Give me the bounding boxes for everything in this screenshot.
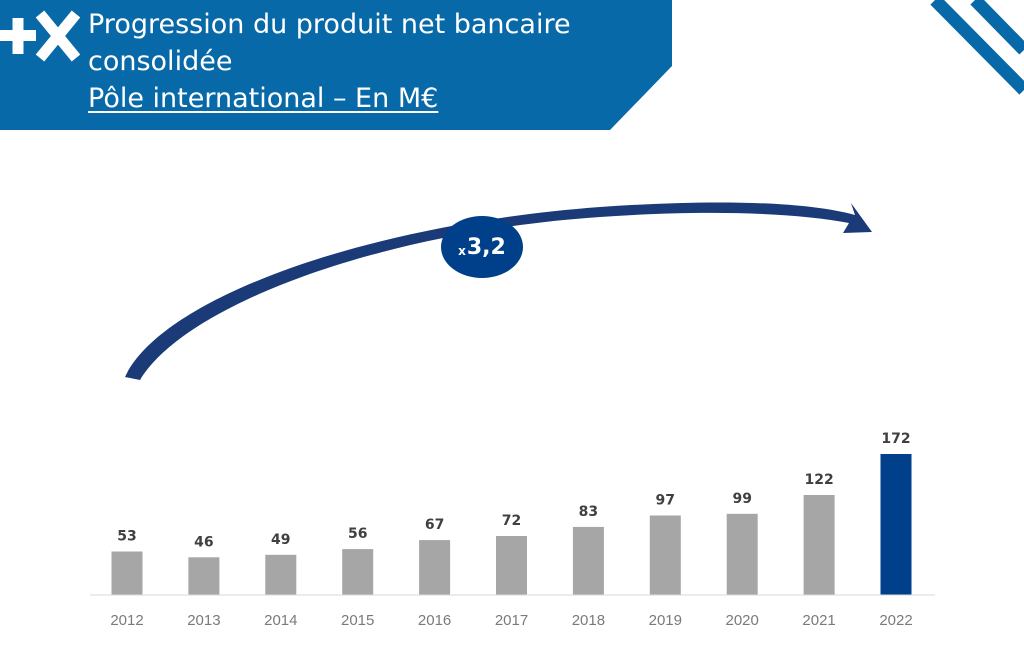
x-tick-2018: 2018 [572, 612, 605, 629]
plus-x-logo-icon [0, 10, 80, 62]
bar-2021 [803, 495, 835, 595]
multiplier-value: 3,2 [466, 234, 506, 260]
data-label-2020: 99 [732, 491, 751, 507]
x-tick-2022: 2022 [879, 612, 912, 629]
bar-2014 [265, 554, 297, 595]
bar-2018 [572, 526, 604, 595]
decor-stripe-2 [970, 0, 1024, 55]
bar-2015 [342, 549, 374, 595]
bar-2022 [880, 454, 912, 595]
data-label-2021: 122 [804, 472, 833, 488]
bar-2020 [726, 513, 758, 595]
x-tick-labels: 2012 2013 2014 2015 2016 2017 2018 2019 2020 2021… [110, 612, 912, 629]
x-tick-2019: 2019 [649, 612, 682, 629]
data-label-2013: 46 [194, 534, 213, 550]
header-text-block: Progression du produit net bancaire cons… [88, 6, 571, 117]
multiplier-prefix: x [458, 244, 466, 258]
x-tick-2015: 2015 [341, 612, 374, 629]
data-label-2022: 172 [881, 431, 910, 447]
x-tick-2021: 2021 [802, 612, 835, 629]
header-banner [0, 0, 1024, 130]
page-subtitle: Pôle international – En M€ [88, 83, 439, 114]
decor-stripe-1 [930, 0, 1024, 95]
multiplier-circle [441, 216, 523, 278]
data-label-2018: 83 [579, 504, 598, 520]
data-label-2015: 56 [348, 526, 367, 542]
data-labels: 53 46 49 56 67 72 83 97 99 122 172 [117, 431, 910, 550]
bar-2017 [496, 536, 527, 595]
data-label-2014: 49 [271, 532, 290, 548]
bar-2013 [188, 557, 220, 595]
bars-group [111, 454, 912, 595]
data-label-2016: 67 [425, 517, 444, 533]
x-tick-2016: 2016 [418, 612, 451, 629]
page-title-line-2: consolidée [88, 46, 233, 77]
bar-2019 [649, 515, 681, 595]
data-label-2012: 53 [117, 529, 136, 545]
x-tick-2013: 2013 [187, 612, 220, 629]
bar-2016 [419, 540, 451, 595]
header-banner-shape [0, 0, 672, 130]
bar-2012 [111, 551, 143, 595]
data-label-2019: 97 [656, 493, 675, 509]
x-tick-2017: 2017 [495, 612, 528, 629]
x-tick-2020: 2020 [726, 612, 759, 629]
data-label-2017: 72 [502, 513, 521, 529]
multiplier-badge: x 3,2 [441, 216, 523, 278]
x-tick-2014: 2014 [264, 612, 297, 629]
page-title-line-1: Progression du produit net bancaire [88, 9, 571, 40]
x-tick-2012: 2012 [110, 612, 143, 629]
